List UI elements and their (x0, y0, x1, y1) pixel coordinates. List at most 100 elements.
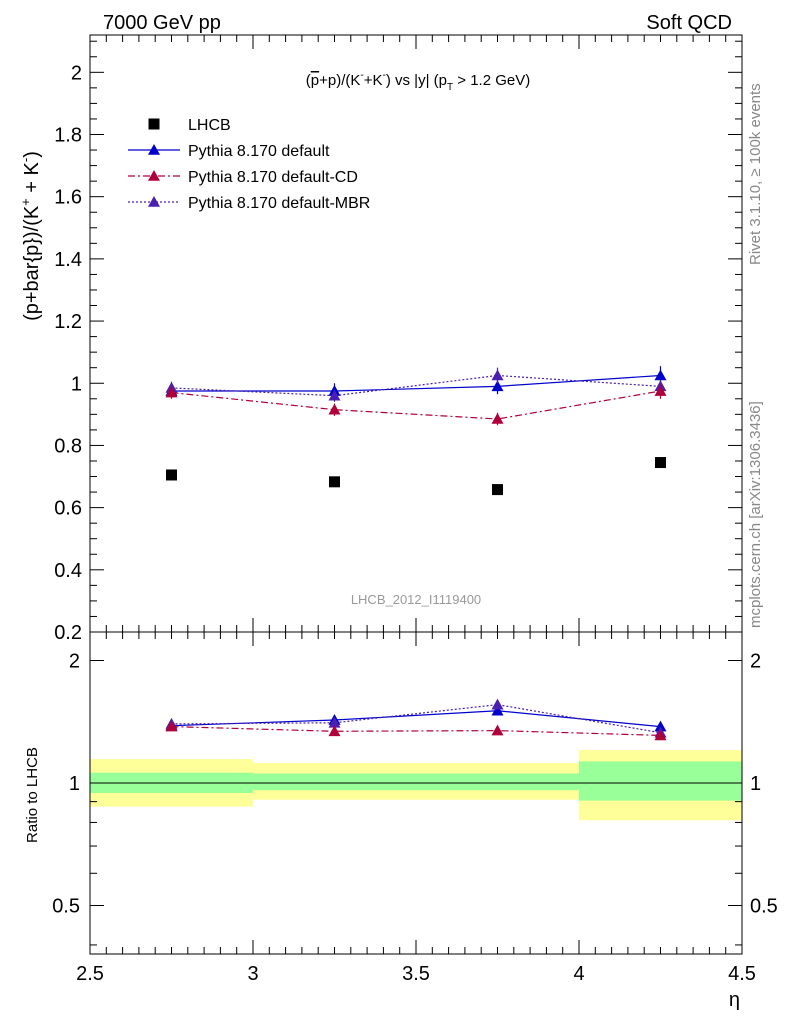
ratio-series-layer (165, 698, 667, 741)
series-def (165, 366, 667, 399)
header-category-label: Soft QCD (646, 12, 732, 34)
data-point-mbr (491, 369, 504, 381)
title-mid2: +K (364, 72, 383, 89)
main-y-axis: 0.2 0.4 0.6 0.8 1 1.2 1.4 1.6 1.8 2 (54, 40, 742, 644)
y-tick-label: 1.4 (54, 249, 82, 271)
x-axis-label: η (729, 989, 740, 1011)
x-tick-label: 3 (247, 963, 258, 985)
legend-entry-lhcb: LHCB (148, 117, 231, 134)
main-series-layer (165, 366, 667, 496)
title-pbar: p (311, 72, 319, 89)
legend-entry-cd: Pythia 8.170 default-CD (128, 169, 358, 186)
title-sup1: - (360, 70, 363, 81)
uncertainty-band-inner (579, 761, 742, 801)
ylabel-end: ) (21, 151, 43, 158)
y-tick-label: 1.6 (54, 187, 82, 209)
ratio-point-cd (328, 725, 341, 737)
data-point-cd (654, 385, 667, 396)
series-line-cd (171, 390, 661, 420)
ratio-series-def (165, 704, 667, 732)
x-tick-label: 3.5 (402, 963, 430, 985)
ylabel-sup1: + (18, 198, 33, 206)
title-open: ( (306, 72, 311, 89)
main-y-axis-label: (p+bar{p})/(K+ + K-) (18, 151, 43, 321)
series-lhcb (166, 457, 666, 496)
x-tick-label: 4 (573, 963, 584, 985)
data-point-def (654, 369, 667, 381)
ratio-point-def (654, 720, 667, 732)
legend-label-def: Pythia 8.170 default (188, 143, 330, 160)
series-cd (165, 383, 667, 426)
y-tick-label: 0.4 (54, 560, 82, 582)
ratio-series-cd (165, 720, 667, 741)
ratio-point-mbr (328, 716, 341, 728)
title-mid3: ) vs |y| (p (386, 72, 447, 89)
data-point-def (491, 380, 504, 392)
ratio-point-cd (491, 724, 504, 736)
y-tick-label: 2 (71, 62, 82, 84)
data-point-cd (328, 403, 341, 415)
ratio-line-cd (171, 725, 661, 737)
title-sub: T (447, 82, 453, 93)
ratio-y-tick-label-right: 2 (750, 651, 761, 673)
main-panel: 0.20.40.60.811.21.41.61.82 (p+p)/(K-+K-)… (18, 34, 743, 644)
y-tick-label: 1 (71, 373, 82, 395)
title-sup2: - (383, 70, 386, 81)
data-point-cd (491, 413, 504, 424)
legend-label-mbr: Pythia 8.170 default-MBR (188, 195, 370, 212)
legend-label-cd: Pythia 8.170 default-CD (188, 169, 358, 186)
main-x-axis (89, 35, 743, 632)
title-mid: +p)/(K (319, 72, 360, 89)
legend-label-lhcb: LHCB (188, 117, 231, 134)
x-tick-label: 2.5 (76, 963, 104, 985)
y-tick-label: 1.2 (54, 311, 82, 333)
x-axis: 2.5 3 3.5 4 4.5 (76, 632, 756, 985)
legend-marker-lhcb (148, 118, 160, 130)
legend-marker-def (148, 144, 160, 155)
data-point-mbr (328, 389, 341, 401)
rivet-version-label: Rivet 3.1.10, ≥ 100k events (747, 83, 764, 265)
series-line-mbr (171, 374, 661, 397)
legend: LHCB Pythia 8.170 default Pythia 8.170 def… (128, 117, 370, 212)
legend-marker-mbr (148, 196, 160, 207)
data-point-lhcb (655, 457, 666, 469)
ratio-y-tick-label: 0.5 (52, 895, 80, 917)
data-point-lhcb (329, 476, 340, 488)
series-mbr (165, 367, 667, 402)
ratio-y-tick-label: 1 (69, 773, 80, 795)
mcplots-reference-label: mcplots.cern.ch [arXiv:1306.3436] (747, 401, 764, 628)
data-point-lhcb (492, 484, 503, 496)
data-point-cd (165, 386, 178, 398)
ylabel-mid: + K (21, 161, 43, 198)
ylabel-sup2: - (18, 158, 33, 162)
legend-entry-def: Pythia 8.170 default (128, 143, 330, 160)
series-line-def (171, 374, 661, 392)
ratio-y-tick-label-right: 0.5 (750, 895, 778, 917)
ratio-uncertainty-bands (90, 750, 742, 821)
uncertainty-band-inner (253, 773, 579, 791)
legend-marker-cd (148, 170, 160, 181)
y-tick-label: 0.2 (54, 622, 82, 644)
ratio-y-tick-label: 2 (69, 651, 80, 673)
ratio-y-axis: 0.5 0.5 1 1 2 2 (52, 651, 778, 946)
ratio-point-cd (654, 729, 667, 741)
x-tick-label: 4.5 (728, 963, 756, 985)
ratio-line-mbr (171, 704, 661, 734)
ratio-y-axis-label: Ratio to LHCB (24, 747, 41, 843)
ratio-point-cd (165, 720, 178, 732)
data-point-lhcb (166, 469, 177, 481)
analysis-watermark: LHCB_2012_I1119400 (351, 592, 481, 607)
y-tick-label: 0.6 (54, 498, 82, 520)
ratio-y-tick-label-right: 1 (750, 773, 761, 795)
ratio-point-mbr (491, 698, 504, 710)
legend-entry-mbr: Pythia 8.170 default-MBR (128, 195, 370, 212)
y-tick-label: 0.8 (54, 435, 82, 457)
header-collision-label: 7000 GeV pp (103, 12, 221, 34)
plot-title: (p+p)/(K-+K-) vs |y| (pT > 1.2 GeV) (306, 70, 530, 93)
y-tick-label: 1.8 (54, 125, 82, 147)
ratio-point-def (491, 704, 504, 716)
title-end: > 1.2 GeV) (453, 72, 530, 89)
ylabel-main: (p+bar{p})/(K (21, 205, 43, 321)
ratio-series-mbr (165, 698, 667, 738)
